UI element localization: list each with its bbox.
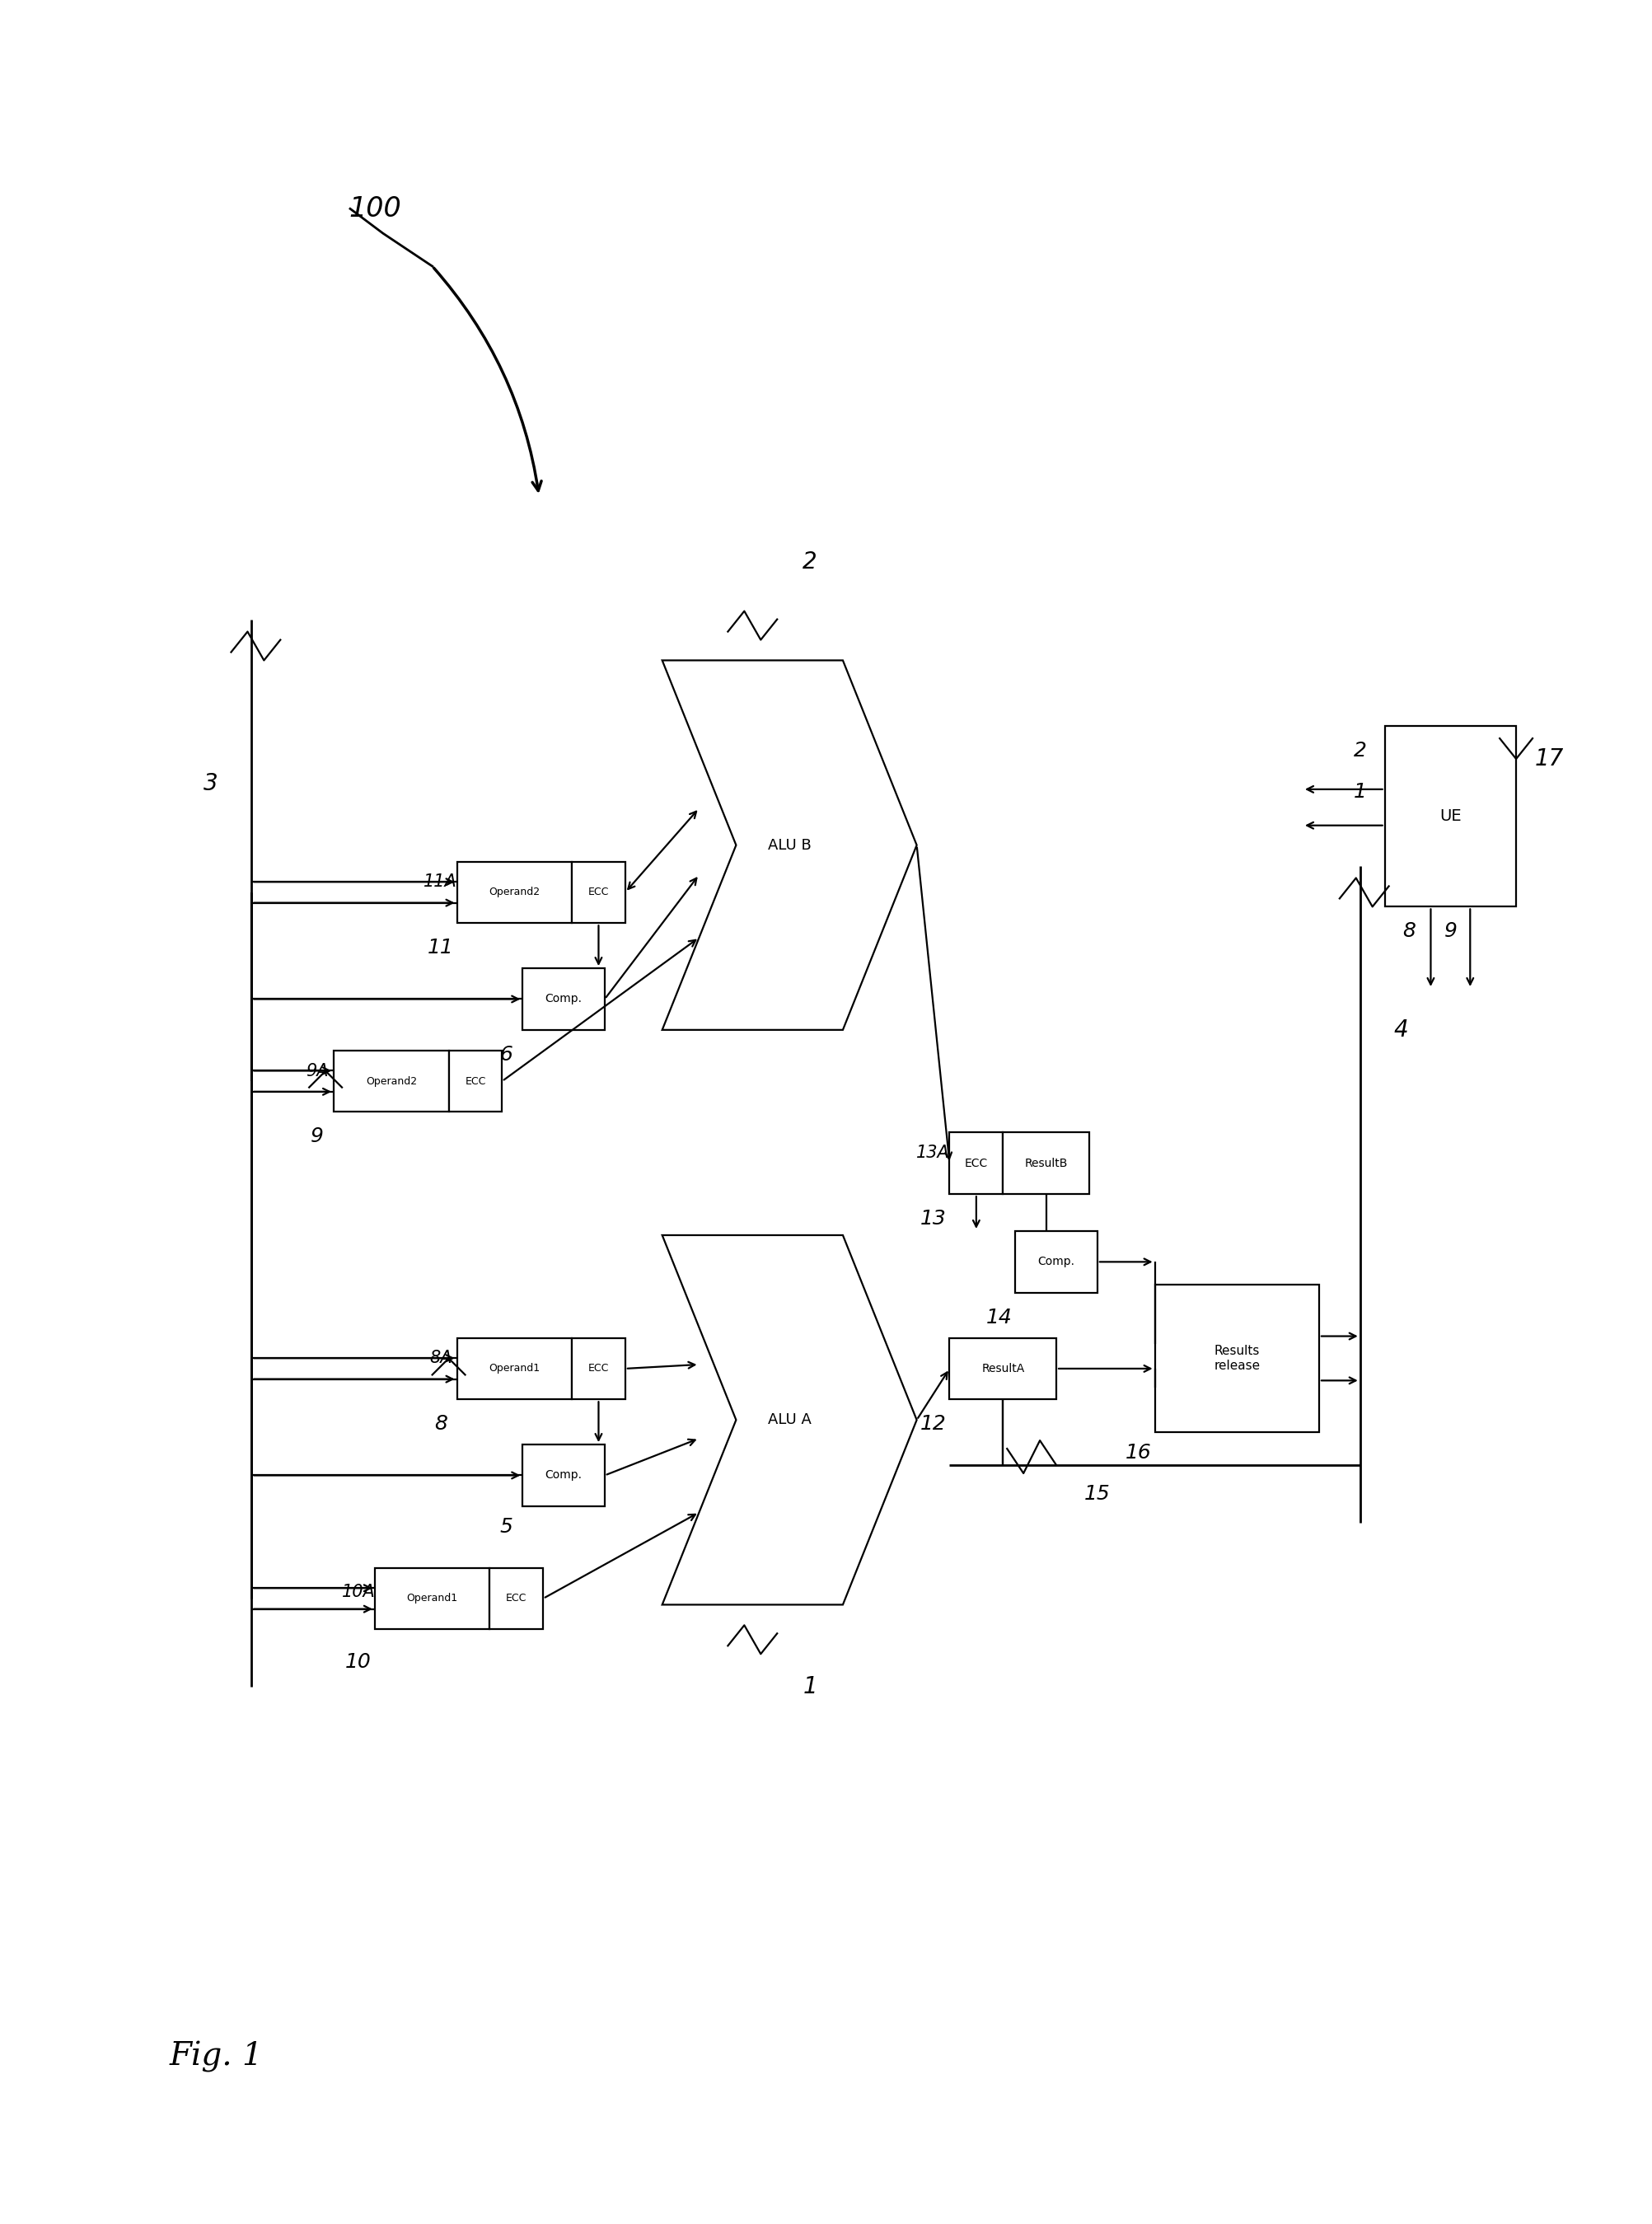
Bar: [1384, 725, 1515, 907]
Text: ResultB: ResultB: [1024, 1156, 1067, 1170]
Text: Operand1: Operand1: [489, 1363, 540, 1374]
Text: 8A: 8A: [430, 1350, 451, 1366]
Text: ALU B: ALU B: [767, 838, 811, 852]
Text: ECC: ECC: [965, 1156, 988, 1170]
Text: ALU A: ALU A: [767, 1412, 811, 1428]
Text: 10A: 10A: [342, 1583, 375, 1601]
Bar: [334, 1050, 448, 1112]
Bar: [522, 967, 605, 1030]
Text: 8: 8: [1403, 921, 1416, 941]
Bar: [1155, 1285, 1318, 1432]
Text: 13: 13: [920, 1210, 945, 1228]
Text: 14: 14: [985, 1308, 1011, 1328]
Text: 15: 15: [1084, 1483, 1110, 1503]
Bar: [1014, 1232, 1097, 1292]
Bar: [572, 861, 624, 923]
Bar: [1003, 1132, 1089, 1194]
Text: Operand2: Operand2: [489, 887, 540, 898]
Bar: [522, 1446, 605, 1506]
Text: Fig. 1: Fig. 1: [170, 2042, 263, 2073]
Text: ECC: ECC: [464, 1076, 486, 1088]
Text: Results
release: Results release: [1213, 1346, 1259, 1372]
Text: 1: 1: [1353, 783, 1366, 801]
Text: ECC: ECC: [506, 1592, 527, 1604]
Polygon shape: [662, 1234, 917, 1606]
Text: Comp.: Comp.: [545, 1470, 582, 1481]
Text: Comp.: Comp.: [1037, 1257, 1074, 1268]
Text: 8: 8: [434, 1414, 446, 1434]
Bar: [950, 1339, 1056, 1399]
Text: 2: 2: [803, 549, 816, 574]
Bar: [572, 1339, 624, 1399]
Text: 11: 11: [428, 939, 453, 959]
Text: ECC: ECC: [588, 887, 608, 898]
Text: 17: 17: [1533, 747, 1563, 770]
Bar: [489, 1568, 544, 1630]
Bar: [375, 1568, 489, 1630]
Text: 9: 9: [311, 1128, 324, 1148]
Text: 11A: 11A: [423, 874, 458, 890]
Text: 3: 3: [203, 772, 218, 794]
Text: 9A: 9A: [306, 1063, 329, 1079]
Text: 10: 10: [345, 1652, 372, 1672]
Text: 16: 16: [1125, 1443, 1151, 1463]
Text: 13A: 13A: [915, 1145, 950, 1161]
Text: Comp.: Comp.: [545, 994, 582, 1005]
Text: 4: 4: [1393, 1019, 1408, 1041]
Text: Operand2: Operand2: [365, 1076, 416, 1088]
Text: 100: 100: [349, 196, 401, 222]
Text: 5: 5: [499, 1517, 512, 1537]
Text: 12: 12: [920, 1414, 945, 1434]
Bar: [456, 861, 572, 923]
Text: ResultA: ResultA: [981, 1363, 1024, 1374]
Text: 6: 6: [499, 1045, 512, 1065]
Polygon shape: [662, 661, 917, 1030]
Bar: [456, 1339, 572, 1399]
Bar: [448, 1050, 502, 1112]
Text: UE: UE: [1439, 810, 1460, 825]
Text: 1: 1: [803, 1675, 816, 1699]
Text: 9: 9: [1444, 921, 1457, 941]
Text: Operand1: Operand1: [406, 1592, 458, 1604]
Bar: [950, 1132, 1003, 1194]
Text: 2: 2: [1353, 741, 1366, 761]
Text: ECC: ECC: [588, 1363, 608, 1374]
